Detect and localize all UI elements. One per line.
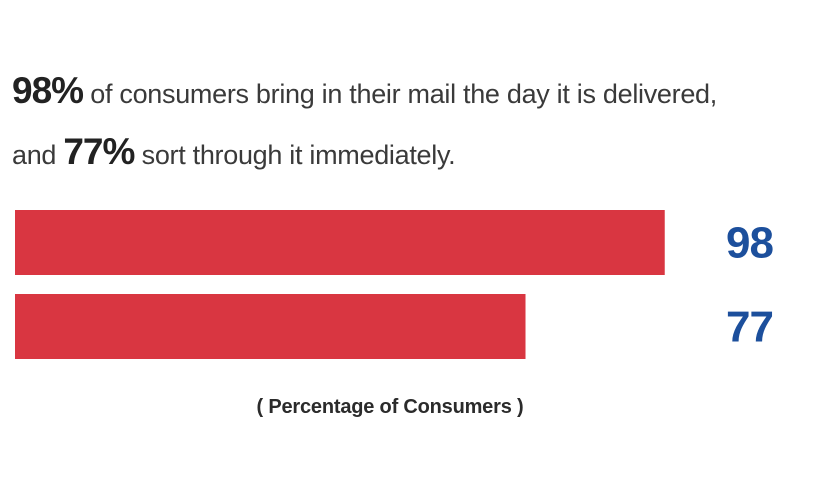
headline-stat-77: 77% — [63, 131, 135, 172]
bar-value-label-2: 77 — [726, 303, 773, 352]
headline-text-2a: and — [12, 140, 64, 170]
headline-line-1: 98% of consumers bring in their mail the… — [12, 62, 812, 123]
headline-text-1: of consumers bring in their mail the day… — [83, 79, 717, 109]
headline-line-2: and 77% sort through it immediately. — [12, 123, 812, 184]
bar-1 — [15, 210, 665, 275]
bar-2 — [15, 294, 526, 359]
bar-value-label-1: 98 — [726, 219, 773, 268]
headline: 98% of consumers bring in their mail the… — [12, 62, 812, 184]
headline-stat-98: 98% — [12, 70, 84, 111]
headline-text-2b: sort through it immediately. — [134, 140, 456, 170]
x-axis-label: ( Percentage of Consumers ) — [256, 396, 524, 418]
